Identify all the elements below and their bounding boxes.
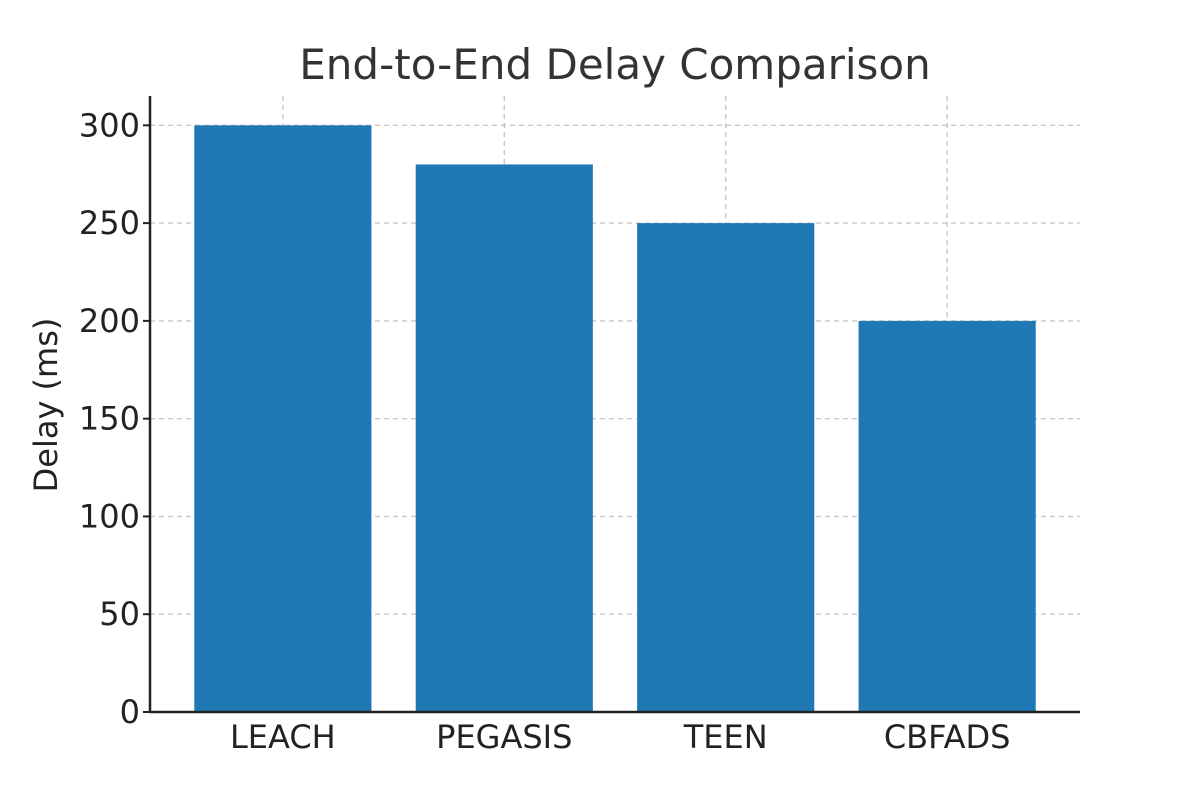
y-tick-label: 250 [79, 204, 140, 242]
bars-layer [194, 125, 1036, 713]
y-tick-label: 200 [79, 302, 140, 340]
y-tick-label: 150 [79, 400, 140, 438]
bar-teen [637, 223, 815, 712]
y-tick-label: 100 [79, 497, 140, 535]
chart-title: End-to-End Delay Comparison [299, 40, 931, 89]
bar-leach [194, 125, 372, 713]
x-tick-label: TEEN [683, 718, 768, 756]
y-tick-label: 300 [79, 106, 140, 144]
y-tick-label: 0 [120, 693, 140, 731]
axes-layer [148, 96, 1080, 714]
x-tick-label: CBFADS [884, 718, 1011, 756]
x-tick-label: LEACH [230, 718, 336, 756]
y-axis-label: Delay (ms) [27, 318, 65, 493]
ticks-layer: LEACH PEGASIS TEEN CBFADS 0 50 100 150 200 250 300 [79, 106, 1011, 756]
bar-pegasis [415, 164, 593, 712]
bar-cbfads [858, 320, 1036, 712]
x-tick-label: PEGASIS [436, 718, 572, 756]
y-tick-label: 50 [99, 595, 140, 633]
